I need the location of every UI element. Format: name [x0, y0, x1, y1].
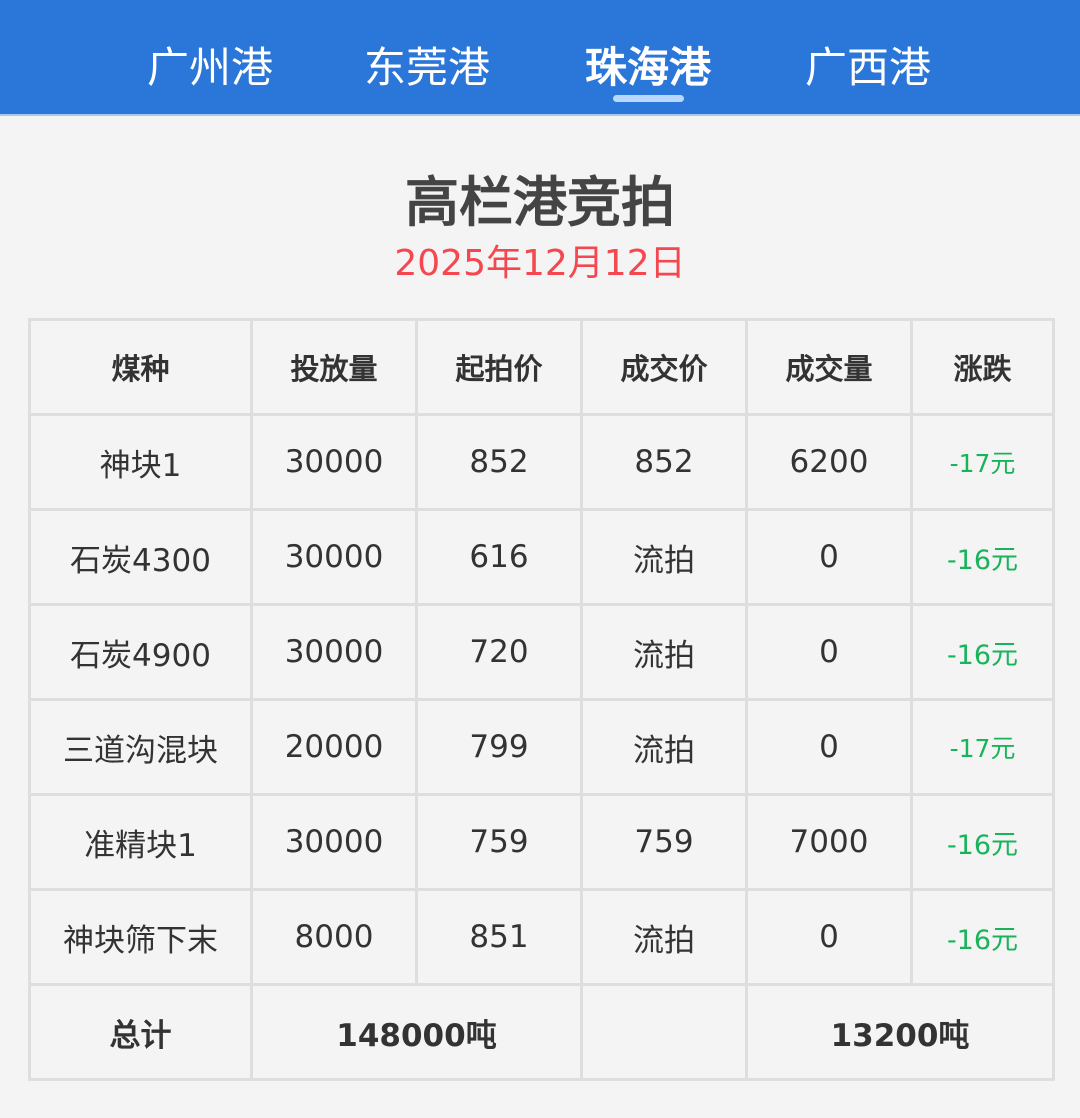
cell-coal-type: 神块筛下末	[28, 888, 253, 986]
cell-start-price: 799	[415, 698, 583, 796]
tab-guangxi[interactable]: 广西港	[804, 43, 931, 92]
header-coal-type: 煤种	[28, 318, 253, 416]
table-row: 石炭4300 30000 616 流拍 0 -16元	[28, 508, 1055, 606]
table-row: 神块1 30000 852 852 6200 -17元	[28, 413, 1055, 511]
cell-deal-volume: 0	[745, 888, 913, 986]
cell-start-price: 759	[415, 793, 583, 891]
cell-coal-type: 石炭4900	[28, 603, 253, 701]
cell-coal-type: 神块1	[28, 413, 253, 511]
cell-deal-volume: 0	[745, 698, 913, 796]
cell-change: -17元	[910, 698, 1055, 796]
header-deal-price: 成交价	[580, 318, 748, 416]
cell-supply: 30000	[250, 413, 418, 511]
auction-date: 2025年12月12日	[394, 243, 686, 284]
total-volume: 13200吨	[745, 983, 1055, 1081]
cell-deal-price: 759	[580, 793, 748, 891]
header-deal-volume: 成交量	[745, 318, 913, 416]
cell-coal-type: 三道沟混块	[28, 698, 253, 796]
header-change: 涨跌	[910, 318, 1055, 416]
cell-start-price: 851	[415, 888, 583, 986]
tab-guangzhou[interactable]: 广州港	[146, 43, 273, 92]
cell-deal-volume: 6200	[745, 413, 913, 511]
active-tab-indicator	[613, 95, 684, 102]
cell-deal-price: 流拍	[580, 603, 748, 701]
port-tab-bar: 广州港 东莞港 珠海港 广西港	[0, 0, 1080, 116]
cell-deal-volume: 0	[745, 508, 913, 606]
cell-deal-price: 852	[580, 413, 748, 511]
cell-change: -16元	[910, 888, 1055, 986]
cell-deal-volume: 7000	[745, 793, 913, 891]
total-supply: 148000吨	[250, 983, 583, 1081]
cell-supply: 20000	[250, 698, 418, 796]
header-start-price: 起拍价	[415, 318, 583, 416]
table-row: 准精块1 30000 759 759 7000 -16元	[28, 793, 1055, 891]
cell-start-price: 852	[415, 413, 583, 511]
cell-deal-price: 流拍	[580, 698, 748, 796]
total-label: 总计	[28, 983, 253, 1081]
cell-coal-type: 准精块1	[28, 793, 253, 891]
tab-zhuhai[interactable]: 珠海港	[584, 43, 711, 92]
header-supply: 投放量	[250, 318, 418, 416]
cell-deal-volume: 0	[745, 603, 913, 701]
cell-deal-price: 流拍	[580, 888, 748, 986]
table-header-row: 煤种 投放量 起拍价 成交价 成交量 涨跌	[28, 318, 1055, 416]
table-row: 神块筛下末 8000 851 流拍 0 -16元	[28, 888, 1055, 986]
cell-start-price: 720	[415, 603, 583, 701]
tab-dongguan[interactable]: 东莞港	[363, 43, 490, 92]
total-row: 总计 148000吨 13200吨	[28, 983, 1055, 1081]
table-row: 石炭4900 30000 720 流拍 0 -16元	[28, 603, 1055, 701]
total-empty-cell	[580, 983, 748, 1081]
cell-change: -16元	[910, 603, 1055, 701]
cell-supply: 30000	[250, 508, 418, 606]
cell-start-price: 616	[415, 508, 583, 606]
cell-supply: 30000	[250, 793, 418, 891]
cell-change: -16元	[910, 508, 1055, 606]
auction-table: 煤种 投放量 起拍价 成交价 成交量 涨跌 神块1 30000 852 852 6200 -17元石…	[28, 318, 1055, 1081]
cell-change: -17元	[910, 413, 1055, 511]
cell-supply: 8000	[250, 888, 418, 986]
page-title: 高栏港竞拍	[405, 171, 675, 234]
cell-deal-price: 流拍	[580, 508, 748, 606]
cell-coal-type: 石炭4300	[28, 508, 253, 606]
cell-supply: 30000	[250, 603, 418, 701]
table-row: 三道沟混块 20000 799 流拍 0 -17元	[28, 698, 1055, 796]
cell-change: -16元	[910, 793, 1055, 891]
